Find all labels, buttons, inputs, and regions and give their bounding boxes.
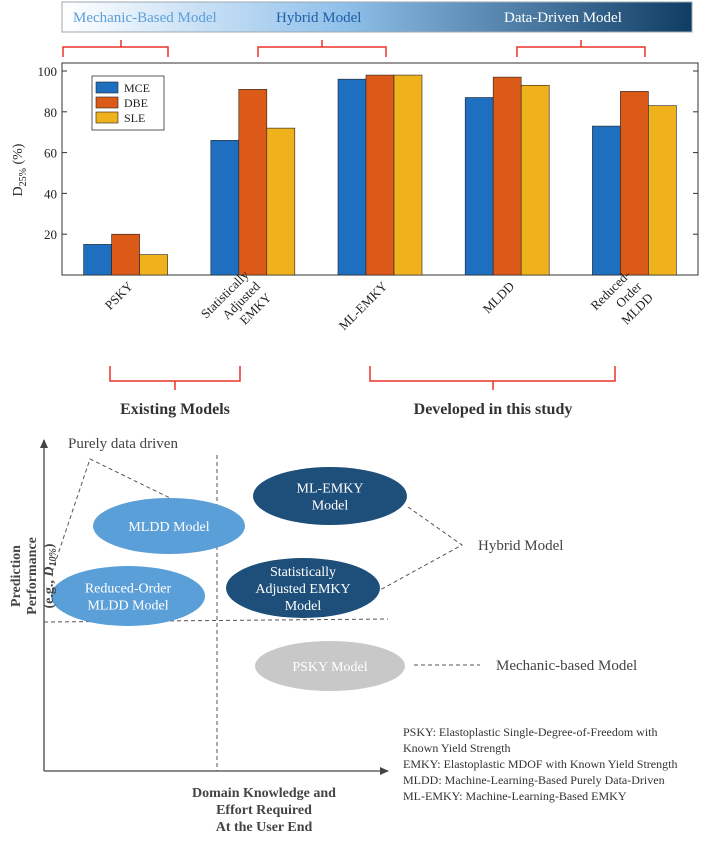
diagram-y-label: Prediction Performance (e.g., D10%) [9, 537, 59, 615]
banner-datadriven-label: Data-Driven Model [504, 10, 622, 26]
mlemky-ellipse-label: ML-EMKY [297, 482, 364, 497]
hybrid-model-label: Hybrid Model [478, 538, 563, 554]
bar-mce-0 [83, 244, 112, 276]
ellipse-labels: MLDD Model Reduced-Order MLDD Model ML-EMKY… [85, 482, 368, 676]
bar-sle-0 [139, 254, 168, 276]
group-label-existing: Existing Models [120, 401, 230, 418]
diagram-x-label-line: Effort Required [216, 803, 312, 818]
bar-sle-1 [266, 127, 296, 276]
statistically-adjusted-emky-ellipse [226, 558, 380, 618]
brace-hybrid [257, 40, 387, 57]
diagram-y-label-line2: Performance [25, 537, 40, 615]
hybrid-pointer [379, 506, 463, 591]
y-axis-label: D25% (%) [11, 143, 29, 196]
x-tick-label: ML-EMKY [336, 278, 391, 333]
abbreviation-note: MLDD: Machine-Learning-Based Purely Data… [403, 773, 665, 787]
bar-chart: 20 40 60 80 100 PSKY StatisticallyAdjustedEMK… [11, 62, 699, 333]
brace-existing [109, 366, 241, 390]
y-tick-label: 60 [44, 146, 57, 161]
model-type-banner [61, 1, 693, 33]
abbreviation-note: EMKY: Elastoplastic MDOF with Known Yiel… [403, 757, 677, 771]
purely-data-driven-label: Purely data driven [68, 436, 178, 452]
diagram-y-label-line1: Prediction [9, 545, 24, 607]
ml-emky-ellipse [253, 467, 407, 525]
y-tick-label: 40 [44, 186, 57, 201]
diagram-y-label-post: ) [42, 543, 57, 548]
abbreviation-notes: PSKY: Elastoplastic Single-Degree-of-Fre… [403, 725, 677, 803]
banner-braces [62, 40, 646, 57]
group-braces [109, 366, 616, 390]
bar-mce-4 [592, 125, 621, 276]
brace-developed [369, 366, 616, 390]
reduced-ellipse-label: MLDD Model [87, 599, 168, 614]
banner-hybrid-label: Hybrid Model [276, 10, 361, 26]
brace-datadriven [516, 40, 646, 57]
diagram-x-label: Domain Knowledge and Effort Required At th… [192, 786, 336, 835]
x-tick-label-line: PSKY [102, 278, 137, 313]
legend-label-sle: SLE [124, 111, 145, 125]
x-tick-label-line: MLDD [480, 279, 518, 317]
reduced-ellipse-label: Reduced-Order [85, 582, 172, 597]
statemky-ellipse-label: Model [285, 599, 322, 614]
mlemky-ellipse-label: Model [312, 499, 349, 514]
legend-swatch-mce [95, 81, 119, 94]
bar-dbe-0 [111, 233, 140, 276]
bar-sle-4 [648, 105, 677, 276]
legend-label-mce: MCE [124, 81, 150, 95]
bar-mce-1 [210, 140, 240, 276]
y-axis-ticks: 20 40 60 80 100 [38, 64, 698, 242]
diagram-x-label-line: At the User End [216, 820, 313, 835]
bar-dbe-3 [492, 76, 522, 276]
psky-model-ellipse [255, 641, 405, 691]
y-axis-label-sub: 25% [18, 168, 29, 186]
bar-sle-3 [520, 84, 550, 276]
bar-mce-2 [337, 78, 367, 276]
purely-data-driven-pointer [51, 458, 173, 573]
mechanic-based-model-label: Mechanic-based Model [496, 658, 637, 674]
mldd-ellipse-label: MLDD Model [128, 520, 209, 535]
abbreviation-note: ML-EMKY: Machine-Learning-Based EMKY [403, 789, 627, 803]
bar-dbe-4 [620, 91, 649, 276]
statemky-ellipse-label: Statistically [270, 565, 336, 580]
mldd-model-ellipse [93, 498, 245, 554]
y-tick-label: 80 [44, 105, 57, 120]
x-tick-label: PSKY [102, 278, 137, 313]
x-tick-label: MLDD [480, 279, 518, 317]
statemky-ellipse-label: Adjusted EMKY [255, 582, 350, 597]
abbreviation-note: PSKY: Elastoplastic Single-Degree-of-Fre… [403, 725, 658, 739]
reduced-order-mldd-ellipse [51, 566, 205, 626]
psky-ellipse-label: PSKY Model [292, 660, 367, 675]
bar-sle-2 [393, 74, 423, 276]
x-tick-label-line: ML-EMKY [336, 278, 391, 333]
diagram-y-label-pre: (e.g., [42, 577, 57, 609]
concept-diagram: MLDD Model Reduced-Order MLDD Model ML-EMKY… [9, 436, 677, 835]
y-tick-label: 20 [44, 227, 57, 242]
bar-mce-3 [464, 97, 494, 276]
y-axis-label-main: D [11, 186, 26, 196]
legend-swatch-dbe [95, 96, 119, 109]
y-tick-label: 100 [38, 64, 58, 79]
y-axis-label-tail: (%) [11, 143, 26, 168]
bar-dbe-2 [365, 74, 395, 276]
group-label-developed: Developed in this study [414, 401, 573, 418]
banner-mechanic-label: Mechanic-Based Model [73, 10, 217, 26]
diagram-x-label-line: Domain Knowledge and [192, 786, 336, 801]
abbreviation-note: Known Yield Strength [403, 741, 511, 755]
bar-dbe-1 [238, 89, 268, 276]
diagram-y-label-sub: 10% [48, 548, 59, 566]
legend-swatch-sle [95, 111, 119, 124]
bars [83, 74, 677, 276]
diagram-y-label-line3: (e.g., D10%) [42, 543, 59, 608]
diagram-y-label-var: D [42, 567, 57, 578]
legend-label-dbe: DBE [124, 96, 148, 110]
brace-mechanic [62, 40, 169, 57]
